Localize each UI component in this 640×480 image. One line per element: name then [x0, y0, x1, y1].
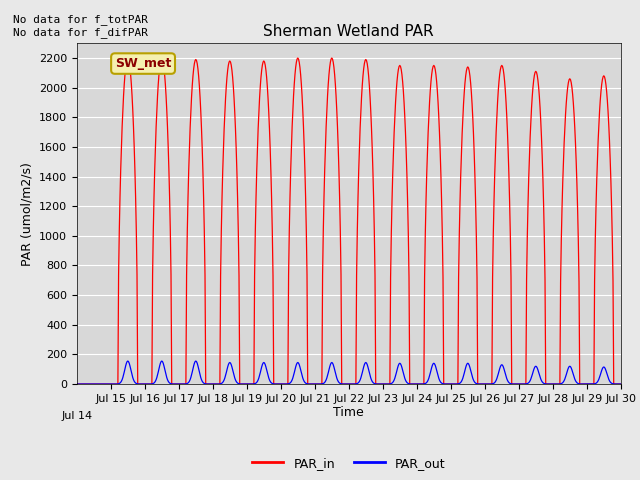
PAR_in — [148, 381, 156, 387]
Line: PAR_in: PAR_in — [77, 58, 621, 384]
PAR_out — [532, 364, 540, 370]
Text: Jul 14: Jul 14 — [61, 411, 92, 421]
Title: Sherman Wetland PAR: Sherman Wetland PAR — [264, 24, 434, 39]
Text: SW_met: SW_met — [115, 57, 172, 70]
PAR_out — [465, 361, 472, 367]
PAR_in — [193, 60, 201, 66]
PAR_in — [617, 381, 625, 387]
X-axis label: Time: Time — [333, 407, 364, 420]
PAR_out — [516, 381, 524, 387]
PAR_in — [81, 381, 89, 387]
Y-axis label: PAR (umol/m2/s): PAR (umol/m2/s) — [20, 162, 33, 265]
Text: No data for f_totPAR
No data for f_difPAR: No data for f_totPAR No data for f_difPA… — [13, 14, 148, 38]
PAR_out — [73, 381, 81, 387]
PAR_out — [81, 381, 89, 387]
PAR_in — [516, 381, 524, 387]
PAR_in — [465, 65, 472, 71]
PAR_out — [193, 360, 201, 366]
PAR_out — [124, 358, 132, 364]
PAR_in — [532, 70, 540, 75]
PAR_in — [73, 381, 81, 387]
PAR_out — [148, 381, 156, 387]
Legend: PAR_in, PAR_out: PAR_in, PAR_out — [247, 452, 451, 475]
Line: PAR_out: PAR_out — [77, 361, 621, 384]
PAR_in — [124, 55, 132, 61]
PAR_out — [617, 381, 625, 387]
